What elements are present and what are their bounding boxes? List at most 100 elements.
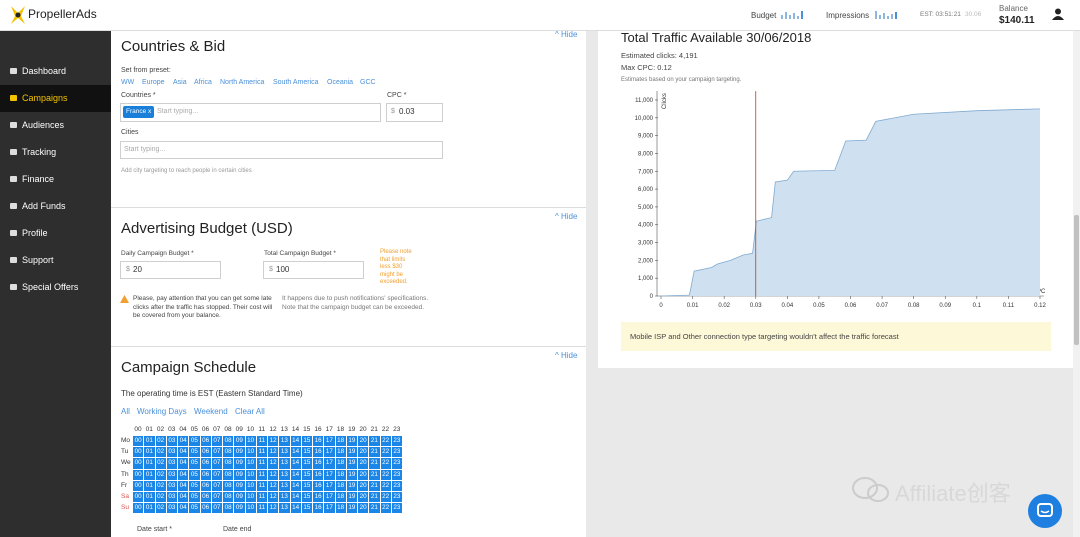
schedule-cell[interactable]: 16: [313, 480, 324, 491]
nav-item[interactable]: Profile: [22, 228, 48, 238]
schedule-cell[interactable]: 23: [391, 469, 403, 480]
schedule-cell[interactable]: 08: [223, 436, 234, 447]
schedule-cell[interactable]: 23: [391, 436, 403, 447]
schedule-cell[interactable]: 05: [189, 436, 200, 447]
schedule-cell[interactable]: 04: [178, 436, 189, 447]
schedule-cell[interactable]: 12: [268, 503, 279, 514]
schedule-cell[interactable]: 09: [234, 458, 245, 469]
schedule-cell[interactable]: 00: [133, 436, 144, 447]
schedule-cell[interactable]: 15: [301, 469, 313, 480]
schedule-cell[interactable]: 06: [200, 458, 211, 469]
user-icon[interactable]: [1052, 8, 1064, 20]
schedule-cell[interactable]: 08: [223, 480, 234, 491]
scroll-thumb[interactable]: [1074, 215, 1079, 345]
schedule-cell[interactable]: 12: [268, 447, 279, 458]
schedule-cell[interactable]: 10: [245, 436, 256, 447]
schedule-cell[interactable]: 05: [189, 503, 200, 514]
schedule-cell[interactable]: 20: [358, 447, 369, 458]
schedule-cell[interactable]: 02: [155, 469, 166, 480]
schedule-cell[interactable]: 02: [155, 447, 166, 458]
logo[interactable]: PropellerAds: [28, 7, 97, 21]
schedule-cell[interactable]: 08: [223, 447, 234, 458]
schedule-cell[interactable]: 21: [369, 480, 380, 491]
preset-link[interactable]: North America: [220, 79, 265, 86]
schedule-cell[interactable]: 14: [290, 447, 301, 458]
preset-link[interactable]: WW: [121, 79, 135, 86]
schedule-cell[interactable]: 14: [290, 469, 301, 480]
schedule-cell[interactable]: 04: [178, 469, 189, 480]
schedule-cell[interactable]: 01: [144, 469, 155, 480]
schedule-cell[interactable]: 04: [178, 447, 189, 458]
schedule-quick-link[interactable]: Clear All: [235, 407, 265, 416]
preset-link[interactable]: Asia: [173, 79, 187, 86]
schedule-cell[interactable]: 15: [301, 492, 313, 503]
schedule-cell[interactable]: 10: [245, 503, 256, 514]
hide-text[interactable]: Hide: [560, 30, 578, 39]
schedule-cell[interactable]: 05: [189, 458, 200, 469]
schedule-cell[interactable]: 18: [335, 469, 346, 480]
schedule-cell[interactable]: 21: [369, 436, 380, 447]
schedule-cell[interactable]: 17: [324, 436, 335, 447]
schedule-cell[interactable]: 20: [358, 458, 369, 469]
schedule-cell[interactable]: 04: [178, 458, 189, 469]
schedule-cell[interactable]: 01: [144, 447, 155, 458]
schedule-cell[interactable]: 22: [380, 503, 391, 514]
hide-text[interactable]: Hide: [560, 212, 578, 221]
schedule-cell[interactable]: 13: [279, 469, 290, 480]
schedule-cell[interactable]: 03: [166, 447, 178, 458]
schedule-cell[interactable]: 21: [369, 458, 380, 469]
schedule-cell[interactable]: 07: [211, 480, 223, 491]
schedule-cell[interactable]: 06: [200, 492, 211, 503]
schedule-cell[interactable]: 01: [144, 492, 155, 503]
schedule-cell[interactable]: 01: [144, 458, 155, 469]
schedule-cell[interactable]: 17: [324, 458, 335, 469]
schedule-cell[interactable]: 00: [133, 503, 144, 514]
countries-input[interactable]: [120, 103, 381, 122]
schedule-cell[interactable]: 02: [155, 458, 166, 469]
schedule-cell[interactable]: 09: [234, 480, 245, 491]
schedule-cell[interactable]: 00: [133, 492, 144, 503]
preset-link[interactable]: South America: [273, 79, 319, 86]
schedule-cell[interactable]: 20: [358, 480, 369, 491]
schedule-cell[interactable]: 16: [313, 436, 324, 447]
schedule-cell[interactable]: 21: [369, 503, 380, 514]
nav-item[interactable]: Audiences: [22, 120, 65, 130]
schedule-cell[interactable]: 01: [144, 436, 155, 447]
schedule-cell[interactable]: 03: [166, 458, 178, 469]
nav-item[interactable]: Special Offers: [22, 282, 79, 292]
schedule-cell[interactable]: 18: [335, 503, 346, 514]
schedule-cell[interactable]: 06: [200, 469, 211, 480]
schedule-cell[interactable]: 05: [189, 469, 200, 480]
schedule-cell[interactable]: 22: [380, 458, 391, 469]
schedule-cell[interactable]: 02: [155, 480, 166, 491]
schedule-cell[interactable]: 08: [223, 492, 234, 503]
schedule-cell[interactable]: 04: [178, 480, 189, 491]
schedule-cell[interactable]: 00: [133, 458, 144, 469]
schedule-cell[interactable]: 07: [211, 492, 223, 503]
schedule-cell[interactable]: 14: [290, 503, 301, 514]
schedule-cell[interactable]: 05: [189, 492, 200, 503]
country-chip[interactable]: France x: [123, 106, 154, 118]
schedule-cell[interactable]: 19: [346, 436, 358, 447]
schedule-cell[interactable]: 22: [380, 492, 391, 503]
schedule-cell[interactable]: 23: [391, 492, 403, 503]
schedule-cell[interactable]: 05: [189, 480, 200, 491]
schedule-cell[interactable]: 19: [346, 447, 358, 458]
schedule-cell[interactable]: 06: [200, 447, 211, 458]
schedule-cell[interactable]: 19: [346, 458, 358, 469]
schedule-cell[interactable]: 13: [279, 458, 290, 469]
schedule-cell[interactable]: 22: [380, 480, 391, 491]
schedule-cell[interactable]: 16: [313, 447, 324, 458]
hide-link[interactable]: ^ Hide: [555, 212, 578, 221]
schedule-cell[interactable]: 19: [346, 503, 358, 514]
schedule-cell[interactable]: 02: [155, 503, 166, 514]
schedule-cell[interactable]: 11: [256, 480, 268, 491]
schedule-cell[interactable]: 05: [189, 447, 200, 458]
hide-link[interactable]: ^ Hide: [555, 30, 578, 39]
schedule-cell[interactable]: 13: [279, 436, 290, 447]
schedule-cell[interactable]: 10: [245, 458, 256, 469]
schedule-cell[interactable]: 09: [234, 503, 245, 514]
schedule-cell[interactable]: 15: [301, 458, 313, 469]
schedule-cell[interactable]: 10: [245, 469, 256, 480]
schedule-cell[interactable]: 11: [256, 492, 268, 503]
